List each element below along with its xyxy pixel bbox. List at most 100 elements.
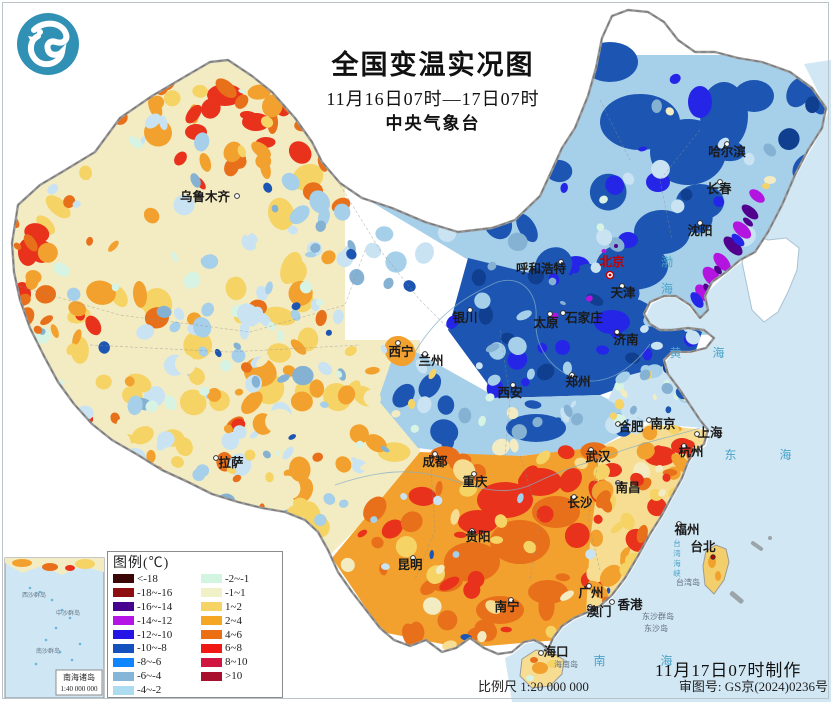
legend-label: -18~-16: [137, 586, 173, 599]
temperature-blob: [429, 550, 434, 560]
temperature-blob: [654, 445, 663, 453]
temperature-blob: [586, 295, 593, 302]
temperature-blob: [50, 324, 59, 339]
temperature-blob: [435, 564, 445, 575]
temperature-blob: [536, 363, 555, 381]
city-marker: [646, 417, 652, 423]
approval-number: 审图号: GS京(2024)0236号: [678, 679, 828, 694]
legend-row: -4~-2: [113, 683, 201, 697]
temperature-blob: [614, 244, 618, 248]
legend-row: -14~-12: [113, 614, 201, 628]
temperature-blob: [185, 104, 202, 124]
temperature-blob: [527, 267, 545, 285]
temperature-blob: [453, 459, 476, 482]
city-marker: [234, 193, 240, 199]
inset-caption-box: [55, 669, 103, 696]
temperature-blob: [560, 182, 568, 193]
temperature-blob: [241, 232, 259, 251]
legend-row: 8~10: [201, 655, 277, 669]
city-label: 长春: [706, 181, 732, 196]
temperature-blob: [560, 407, 570, 423]
temperature-blob: [344, 345, 357, 357]
city-marker: [410, 555, 416, 561]
temperature-blob: [193, 317, 212, 338]
temperature-blob: [477, 631, 487, 643]
legend-swatch: [113, 602, 134, 612]
temperature-blob: [485, 600, 502, 614]
temperature-blob: [262, 94, 283, 118]
city-marker: [615, 480, 621, 486]
temperature-blob: [199, 152, 212, 172]
temperature-blob: [471, 269, 486, 286]
temperature-blob: [671, 199, 685, 213]
legend-label: 6~8: [225, 642, 242, 655]
temperature-blob: [594, 310, 630, 334]
temperature-blob: [66, 343, 78, 356]
legend-label: 4~6: [225, 628, 242, 641]
temperature-blob: [734, 80, 774, 112]
legend-row: 2~4: [201, 614, 277, 628]
temperature-blob: [661, 382, 674, 394]
temperature-blob: [198, 346, 208, 357]
temperature-blob: [562, 361, 573, 375]
cma-dragon-logo: [17, 13, 79, 75]
yellow-river: [414, 279, 651, 382]
temperature-blob: [640, 324, 649, 333]
temperature-blob: [349, 424, 369, 444]
city-label: 香港: [616, 597, 643, 612]
temperature-blob: [374, 422, 385, 434]
temperature-blob: [365, 242, 382, 259]
temperature-blob: [224, 158, 239, 177]
legend-swatch: [113, 630, 134, 639]
temperature-blob: [713, 196, 725, 208]
city-marker: [510, 382, 516, 388]
temperature-blob: [626, 417, 645, 434]
legend-swatch: [113, 671, 134, 681]
temperature-blob: [439, 576, 460, 591]
temperature-blob: [282, 446, 294, 460]
temperature-blob: [437, 610, 458, 631]
temperature-blob: [415, 242, 434, 264]
temperature-blob: [677, 198, 713, 233]
temperature-blob: [336, 370, 343, 378]
temperature-blob: [221, 432, 240, 450]
temperature-blob: [40, 315, 54, 326]
temperature-blob: [66, 287, 81, 301]
temperature-blob: [380, 344, 387, 354]
china-border-dashes: [11, 9, 827, 655]
temperature-blob: [225, 276, 247, 301]
city-label: 北京: [599, 254, 625, 269]
temperature-blob: [275, 450, 281, 456]
temperature-blob: [732, 221, 752, 239]
temperature-blob: [251, 375, 261, 388]
temperature-blob: [517, 493, 524, 504]
legend-swatch: [201, 671, 222, 681]
temperature-blob: [179, 389, 207, 416]
temperature-blob: [596, 228, 613, 246]
temperature-blob: [668, 424, 680, 435]
temperature-blob: [191, 212, 202, 223]
temperature-blob: [238, 89, 246, 94]
temperature-blob: [260, 116, 274, 128]
temperature-blob: [559, 468, 582, 493]
temperature-blob: [79, 165, 93, 181]
temperature-blob: [315, 309, 327, 327]
temperature-blob: [516, 213, 538, 243]
sea-label: 南 海: [593, 653, 698, 668]
temperature-blob: [219, 359, 232, 372]
temperature-blob: [171, 251, 179, 263]
city-label: 沈阳: [687, 223, 712, 238]
temperature-blob: [763, 143, 777, 157]
temperature-blob: [474, 292, 491, 309]
temperature-blob: [223, 424, 233, 434]
temperature-blob: [458, 407, 472, 424]
temperature-blob: [291, 302, 301, 311]
temperature-blob: [620, 512, 635, 530]
legend-row: -16~-14: [113, 600, 201, 614]
temperature-blob: [174, 151, 187, 166]
inset-island-label: 西沙群岛: [22, 591, 46, 599]
temperature-blob: [183, 271, 201, 289]
